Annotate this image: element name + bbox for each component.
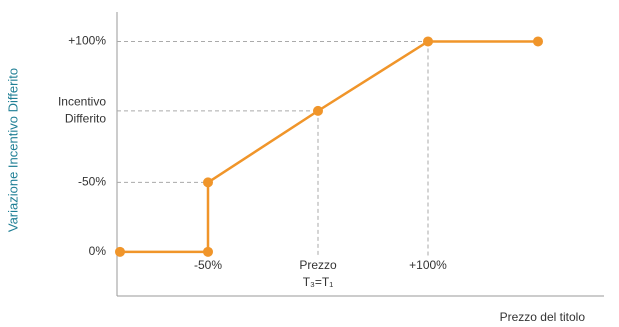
data-point	[203, 177, 213, 188]
x-tick-label: Prezzo	[299, 258, 337, 272]
y-tick-label: +100%	[68, 34, 106, 48]
data-point	[115, 246, 125, 257]
y-tick-label: 0%	[89, 244, 107, 258]
data-point	[313, 105, 323, 116]
data-point	[533, 36, 543, 47]
y-tick-label: -50%	[78, 175, 106, 189]
x-tick-label: -50%	[194, 258, 222, 272]
y-axis-title: Variazione Incentivo Differito	[5, 68, 20, 232]
data-line	[120, 40, 538, 254]
x-tick-label: T₃=T₁	[303, 275, 334, 289]
y-tick-label: Incentivo	[58, 95, 106, 109]
data-point	[203, 246, 213, 257]
x-tick-label: +100%	[409, 258, 447, 272]
y-tick-label: Differito	[65, 112, 106, 126]
data-point	[423, 36, 433, 47]
x-axis-title: Prezzo del titolo	[500, 310, 586, 324]
